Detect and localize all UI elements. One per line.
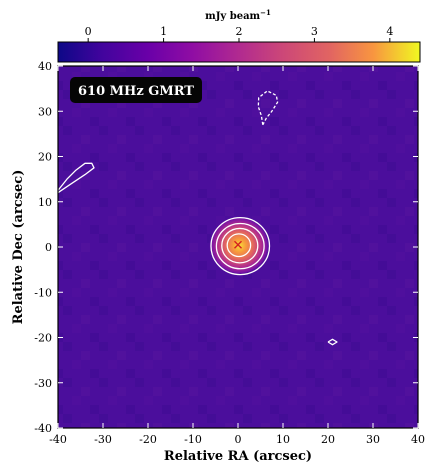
y-tick-label: -40 bbox=[34, 422, 52, 435]
annotation-text: 610 MHz GMRT bbox=[78, 84, 194, 99]
colorbar-tick-label: 3 bbox=[311, 25, 318, 38]
colorbar-tick-label: 4 bbox=[386, 25, 393, 38]
colorbar bbox=[57, 41, 421, 63]
colorbar-tick-label: 0 bbox=[85, 25, 92, 38]
x-tick-label: -30 bbox=[94, 433, 112, 446]
contour-1 bbox=[215, 222, 265, 270]
x-axis: -40 -30 -20 -10 0 10 20 30 40 bbox=[49, 66, 425, 446]
contour-0 bbox=[210, 216, 271, 276]
x-tick-label: 10 bbox=[276, 433, 290, 446]
image-panel bbox=[58, 66, 418, 428]
source-marker-stroke-b bbox=[234, 240, 242, 249]
contour-6 bbox=[327, 338, 338, 346]
x-axis-label: Relative RA (arcsec) bbox=[164, 449, 312, 464]
colorbar-tick-label: 1 bbox=[160, 25, 167, 38]
colorbar-tick-label: 2 bbox=[236, 25, 243, 38]
annotation-badge bbox=[70, 77, 202, 103]
source-marker bbox=[234, 240, 242, 249]
y-tick-label: -20 bbox=[34, 332, 52, 345]
x-tick-label: 20 bbox=[321, 433, 335, 446]
x-tick-label: -10 bbox=[184, 433, 202, 446]
y-tick-label: 0 bbox=[45, 241, 52, 254]
contour-5 bbox=[58, 162, 95, 194]
y-tick-label: -30 bbox=[34, 377, 52, 390]
contour-layer bbox=[58, 90, 338, 346]
x-tick-label: 30 bbox=[366, 433, 380, 446]
x-tick-label: -40 bbox=[49, 433, 67, 446]
contour-2 bbox=[221, 227, 259, 264]
x-tick-label: -20 bbox=[139, 433, 157, 446]
y-axis: -40 -30 -20 -10 0 10 20 30 40 bbox=[34, 60, 418, 435]
x-tick-label: 40 bbox=[411, 433, 425, 446]
colorbar-label: mJy beam−1 bbox=[205, 8, 271, 22]
colorbar-tick-labels: 0 1 2 3 4 bbox=[85, 25, 393, 42]
y-tick-label: 30 bbox=[38, 105, 52, 118]
y-tick-label: 40 bbox=[38, 60, 52, 73]
y-tick-label: 10 bbox=[38, 196, 52, 209]
y-tick-label: 20 bbox=[38, 151, 52, 164]
x-tick-label: 0 bbox=[235, 433, 242, 446]
y-axis-label: Relative Dec (arcsec) bbox=[11, 170, 26, 325]
contour-3 bbox=[226, 233, 252, 258]
y-tick-label: -10 bbox=[34, 286, 52, 299]
contour-4 bbox=[257, 90, 279, 126]
